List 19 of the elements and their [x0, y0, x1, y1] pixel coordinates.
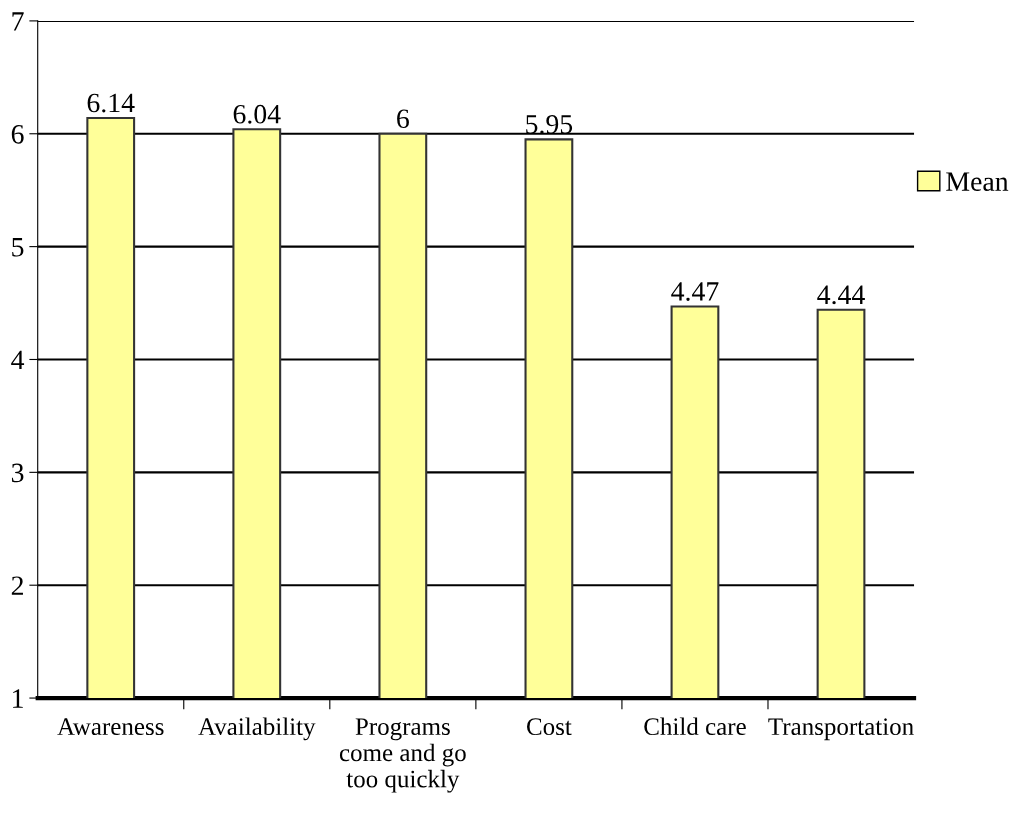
x-tick-label: Cost [527, 718, 572, 736]
data-label: 6 [397, 109, 409, 129]
data-label: 6.04 [233, 104, 281, 124]
y-tick-label: 6 [11, 125, 24, 144]
y-tick-label: 1 [13, 689, 23, 708]
data-label: 6.14 [87, 93, 135, 113]
y-tick-label: 5 [12, 238, 24, 257]
y-tick-label: 2 [11, 576, 23, 595]
data-label: 4.47 [671, 282, 719, 301]
legend-label: Mean [946, 172, 1009, 191]
x-tick-label: Programs come and go too quickly [339, 718, 466, 793]
data-label: 4.44 [817, 285, 865, 305]
y-tick-label: 7 [12, 12, 24, 31]
x-tick-label: Child care [644, 717, 746, 736]
y-tick-label: 4 [11, 350, 25, 370]
x-tick-label: Availability [198, 717, 316, 741]
y-tick-label: 3 [11, 463, 24, 483]
x-tick-label: Awareness [57, 718, 164, 736]
x-tick-label: Transportation [768, 718, 914, 741]
